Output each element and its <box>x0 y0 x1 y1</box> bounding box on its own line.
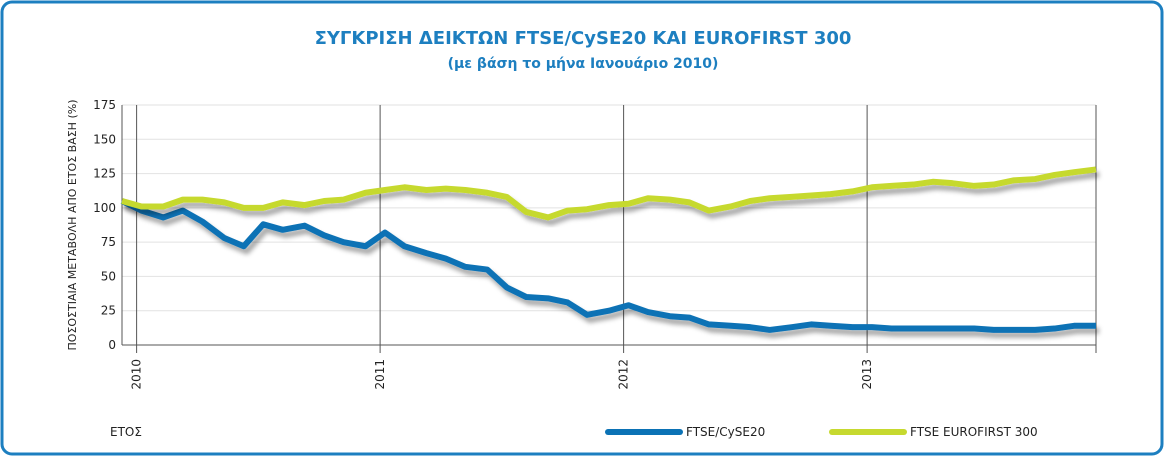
chart-subtitle: (με βάση το μήνα Ιανουάριο 2010) <box>448 56 719 72</box>
y-tick-label: 25 <box>101 304 116 318</box>
x-axis-label: ΕΤΟΣ <box>110 425 142 439</box>
y-tick-label: 150 <box>93 132 116 146</box>
x-tick-label: 2012 <box>617 359 631 390</box>
x-tick-label: 2011 <box>373 359 387 390</box>
y-tick-label: 0 <box>108 338 116 352</box>
x-tick-label: 2013 <box>860 359 874 390</box>
y-tick-label: 75 <box>101 235 116 249</box>
y-tick-label: 100 <box>93 201 116 215</box>
legend-label: FTSE EUROFIRST 300 <box>910 425 1038 439</box>
legend-label: FTSE/CySE20 <box>686 425 765 439</box>
chart-title: ΣΥΓΚΡΙΣΗ ΔΕΙΚΤΩΝ FTSE/CySE20 ΚΑΙ EUROFIR… <box>315 28 852 49</box>
y-tick-label: 125 <box>93 167 116 181</box>
y-tick-label: 50 <box>101 269 116 283</box>
y-axis-label: ΠΟΣΟΣΤΙΑΙΑ ΜΕΤΑΒΟΛΗ ΑΠΟ ΕΤΟΣ ΒΑΣΗ (%) <box>66 100 79 351</box>
series-line <box>120 198 1096 333</box>
series-line <box>121 166 1097 221</box>
y-tick-label: 175 <box>93 98 116 112</box>
x-tick-label: 2010 <box>130 359 144 390</box>
